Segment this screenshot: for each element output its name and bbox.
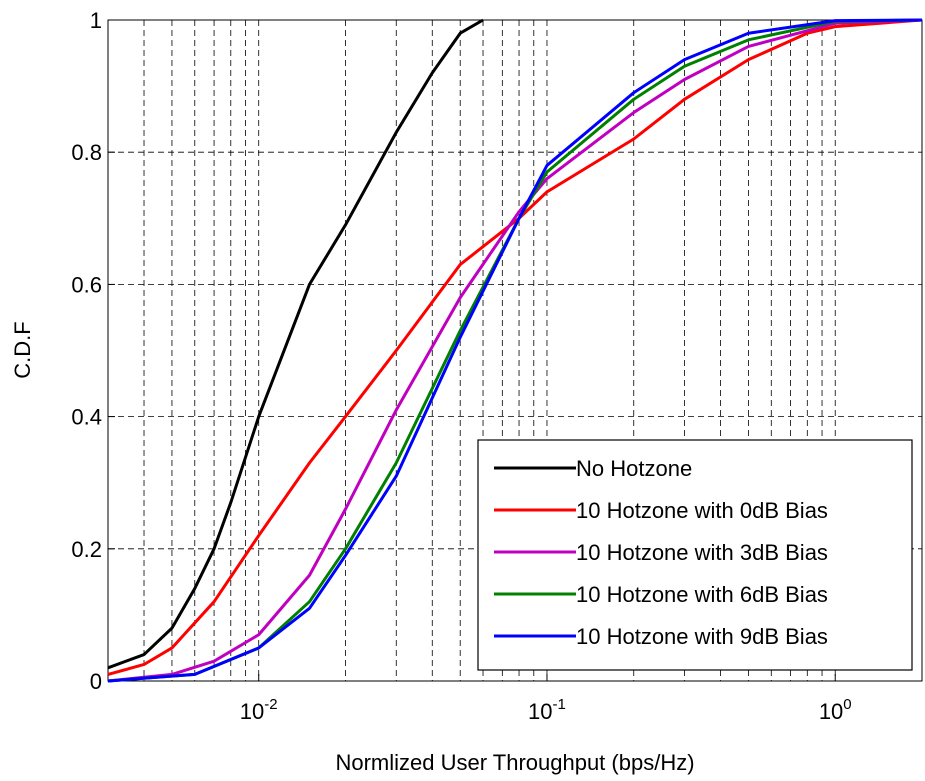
x-tick-label: 100 — [819, 696, 852, 724]
series-line — [107, 18, 484, 670]
x-tick-exponent: 0 — [843, 696, 851, 713]
y-tick-label: 0.2 — [71, 537, 102, 562]
x-tick-base: 10 — [528, 699, 552, 724]
legend-label: 10 Hotzone with 9dB Bias — [576, 624, 828, 649]
legend-label: 10 Hotzone with 0dB Bias — [576, 498, 828, 523]
x-tick-label: 10-2 — [240, 696, 278, 724]
y-tick-label: 0 — [90, 669, 102, 694]
series-line — [107, 18, 923, 683]
x-tick-base: 10 — [819, 699, 843, 724]
legend-label: 10 Hotzone with 6dB Bias — [576, 582, 828, 607]
x-tick-label: 10-1 — [528, 696, 566, 724]
x-tick-exponent: -1 — [553, 696, 566, 713]
x-tick-base: 10 — [240, 699, 264, 724]
series-line — [107, 18, 923, 683]
y-tick-label: 0.8 — [71, 140, 102, 165]
y-tick-label: 0.4 — [71, 405, 102, 430]
legend-label: No Hotzone — [576, 456, 692, 481]
legend-label: 10 Hotzone with 3dB Bias — [576, 540, 828, 565]
plot-frame — [107, 19, 923, 682]
legend-box — [477, 439, 913, 671]
x-axis-label: Normlized User Throughput (bps/Hz) — [335, 750, 694, 775]
y-axis-label: C.D.F — [10, 321, 35, 378]
y-tick-label: 0.6 — [71, 272, 102, 297]
x-tick-exponent: -2 — [264, 696, 277, 713]
series-line — [107, 18, 923, 676]
y-tick-label: 1 — [90, 8, 102, 33]
